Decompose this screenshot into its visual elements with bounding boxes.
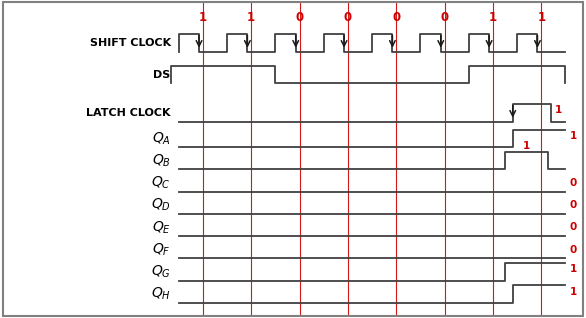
Text: $Q_{C}$: $Q_{C}$: [151, 175, 171, 191]
Text: SHIFT CLOCK: SHIFT CLOCK: [90, 38, 171, 48]
Text: 0: 0: [441, 11, 449, 24]
Text: 0: 0: [570, 245, 577, 255]
Text: 0: 0: [570, 178, 577, 188]
Text: LATCH CLOCK: LATCH CLOCK: [86, 108, 171, 118]
Text: $Q_{E}$: $Q_{E}$: [152, 219, 171, 236]
Text: $Q_{G}$: $Q_{G}$: [151, 264, 171, 280]
Text: 1: 1: [199, 11, 207, 24]
Text: 1: 1: [489, 11, 497, 24]
Text: 1: 1: [537, 11, 546, 24]
Text: $Q_{B}$: $Q_{B}$: [152, 152, 171, 169]
Text: 1: 1: [570, 287, 577, 296]
Text: 0: 0: [392, 11, 400, 24]
Text: 1: 1: [247, 11, 255, 24]
Text: 0: 0: [295, 11, 304, 24]
Text: $Q_{A}$: $Q_{A}$: [152, 130, 171, 147]
Text: 1: 1: [570, 264, 577, 274]
Text: 1: 1: [555, 105, 562, 115]
Text: $Q_{F}$: $Q_{F}$: [152, 241, 171, 258]
Text: 0: 0: [570, 222, 577, 232]
Text: 1: 1: [570, 131, 577, 141]
Text: $Q_{H}$: $Q_{H}$: [151, 286, 171, 302]
Text: $Q_{D}$: $Q_{D}$: [151, 197, 171, 213]
Text: 0: 0: [570, 200, 577, 210]
Text: 1: 1: [523, 141, 530, 151]
Text: DS: DS: [154, 70, 171, 80]
Text: 0: 0: [344, 11, 352, 24]
